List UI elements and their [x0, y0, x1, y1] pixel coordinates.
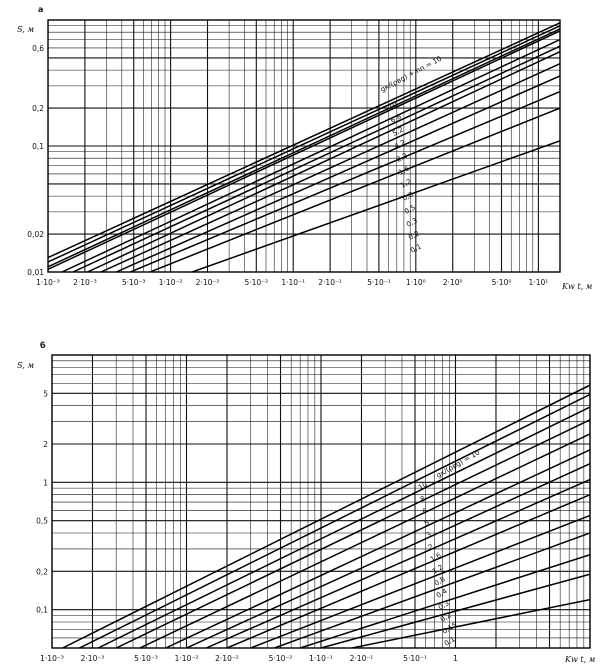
y-tick-label: 0,1 [36, 606, 48, 615]
y-tick-label: 0,2 [36, 567, 48, 576]
x-tick-label: 1·10¹ [529, 278, 549, 287]
series-line-0-3 [130, 90, 560, 272]
y-axis-title: S, м [17, 25, 34, 34]
series-line-1-6 [186, 463, 590, 648]
plot-frame [47, 19, 561, 273]
y-tick-label: 2 [43, 440, 48, 449]
curve-label: 6 [421, 506, 429, 515]
x-tick-label: 5·10⁻³ [134, 654, 158, 663]
series-line-0-4 [250, 514, 590, 648]
y-tick-label: 0,01 [27, 268, 44, 277]
y-tick-label: 0,5 [36, 517, 48, 526]
x-tick-label: 2·10⁰ [443, 278, 463, 287]
series-line-4-2 [48, 30, 560, 270]
x-tick-label: 5·10⁻³ [122, 278, 146, 287]
x-tick-label: 5·10⁻² [269, 654, 293, 663]
x-tick-label: 2·10⁻³ [73, 278, 97, 287]
x-tick-label: 2·10⁻² [215, 654, 239, 663]
panel-label: б [40, 340, 46, 350]
x-tick-label: 2·10⁻¹ [350, 654, 374, 663]
x-tick-label: 1·10⁻¹ [309, 654, 333, 663]
y-tick-label: 0,6 [32, 44, 44, 53]
curve-label: 8 [419, 495, 427, 504]
series-line-0-1 [351, 598, 590, 648]
x-tick-label: 5·10⁻² [244, 278, 268, 287]
x-tick-label: 1·10⁻² [175, 654, 199, 663]
y-tick-label: 0,1 [32, 142, 44, 151]
y-tick-label: 0,2 [32, 104, 44, 113]
series-line-5 [115, 419, 590, 648]
y-axis-title: S, м [17, 361, 34, 370]
series-line-0-15 [320, 573, 590, 648]
series-line-0-5 [115, 75, 560, 272]
series-line-2 [165, 449, 590, 648]
series-line-1-2 [87, 51, 560, 272]
series-line-0-8 [226, 494, 590, 648]
x-tick-label: 1·10⁻² [159, 278, 183, 287]
x-tick-label: 2·10⁻² [196, 278, 220, 287]
series-line-5-2 [48, 28, 560, 268]
series-line-0-2 [149, 107, 560, 272]
curve-label: 3 [425, 531, 433, 540]
series-line-2-2 [61, 38, 560, 272]
series-line-1-2 [205, 478, 590, 648]
series-group [48, 22, 560, 272]
y-tick-label: 0,02 [27, 230, 44, 239]
y-tick-label: 5 [43, 389, 48, 398]
curve-label: 10 [417, 480, 429, 491]
x-axis-title: Kw t, м [561, 282, 593, 291]
x-tick-label: 5·10⁰ [492, 278, 512, 287]
series-line-0-1 [191, 140, 560, 272]
curve-label: 10 [387, 101, 399, 112]
x-tick-label: 1 [453, 654, 458, 663]
series-group [62, 384, 590, 648]
x-tick-label: 5·10⁻¹ [403, 654, 427, 663]
x-tick-label: 5·10⁻¹ [367, 278, 391, 287]
series-line-6 [97, 406, 590, 648]
series-line-0-8 [100, 63, 560, 272]
panel-label: а [38, 5, 43, 14]
x-tick-label: 1·10⁻³ [40, 654, 64, 663]
series-line-6-8 [48, 25, 560, 263]
series-line-0-3 [274, 532, 590, 648]
x-tick-label: 1·10⁰ [406, 278, 426, 287]
y-tick-label: 1 [43, 478, 48, 487]
x-tick-label: 2·10⁻³ [81, 654, 105, 663]
x-axis-title: Kw t, м [564, 655, 596, 664]
x-tick-label: 1·10⁻³ [36, 278, 60, 287]
series-line-0-2 [299, 553, 590, 648]
series-line-8 [79, 393, 590, 648]
series-line-1-6 [72, 45, 560, 272]
curve-label: 5 [423, 519, 431, 528]
chart-panel-b: 1·10⁻³ 2·10⁻³ 5·10⁻³ 1·10⁻² 2·10⁻² 5·10⁻² 1·10… [17, 340, 596, 664]
series-line-10 [48, 22, 560, 259]
series-line-3 [139, 433, 590, 648]
x-tick-label: 2·10⁻¹ [318, 278, 342, 287]
series-line-10 [62, 384, 590, 648]
curve-label: 2 [427, 543, 435, 552]
x-tick-label: 1·10⁻¹ [281, 278, 305, 287]
